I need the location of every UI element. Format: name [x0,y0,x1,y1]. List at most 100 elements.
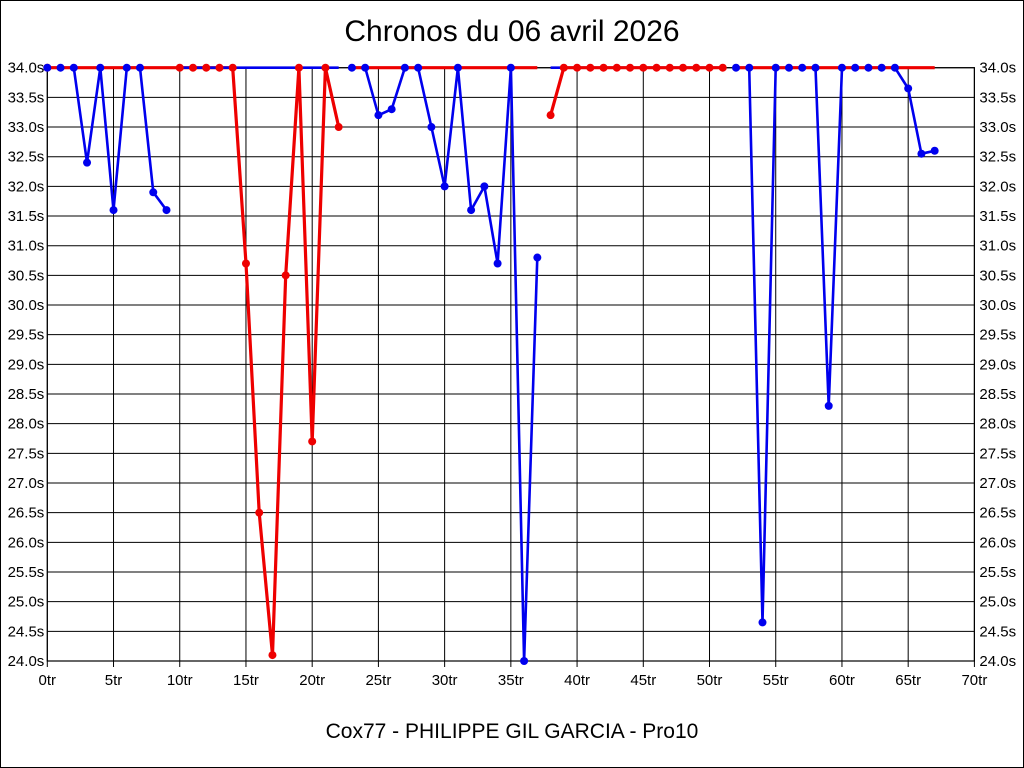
y-axis-label-left: 32.5s [8,149,45,166]
x-axis-label: 20tr [299,672,325,689]
series-blue-run-marker [387,105,396,114]
y-axis-label-right: 27.0s [979,475,1016,492]
series-blue-run-marker [136,63,145,72]
x-axis-label: 45tr [630,672,656,689]
series-red-run-marker [188,63,197,72]
y-axis-label-right: 26.5s [979,505,1016,522]
series-red-run-marker [268,651,277,660]
series-red-run-marker [559,63,568,72]
y-axis-label-left: 29.5s [8,327,45,344]
series-blue-run-marker [56,63,65,72]
series-blue-run-marker [877,63,886,72]
series-blue-run-marker [83,158,92,167]
series-blue-run-marker [347,63,356,72]
y-axis-label-right: 30.5s [979,267,1016,284]
series-red-run-marker [202,63,211,72]
series-blue-run-marker [837,63,846,72]
series-red-run-marker [308,437,317,446]
y-axis-label-left: 32.0s [8,178,45,195]
series-red-run-marker [665,63,674,72]
series-red-run-marker [573,63,582,72]
y-axis-label-right: 29.5s [979,327,1016,344]
series-blue-run-marker [400,63,409,72]
y-axis-label-right: 34.0s [979,60,1016,77]
series-blue-run-marker [149,188,158,197]
x-axis-label: 30tr [432,672,458,689]
y-axis-label-left: 33.5s [8,89,45,106]
series-blue-run-marker [732,63,741,72]
series-red-run-marker [321,63,330,72]
x-axis-label: 35tr [498,672,524,689]
series-red-run-marker [241,259,250,268]
y-axis-label-left: 25.5s [8,564,45,581]
y-axis-label-right: 28.5s [979,386,1016,403]
series-blue-run-marker [851,63,860,72]
series-red-run-marker [612,63,621,72]
x-axis-label: 0tr [39,672,57,689]
series-red-run-marker [334,123,343,132]
y-axis-label-left: 29.0s [8,356,45,373]
y-axis-label-left: 34.0s [8,60,45,77]
series-blue-run-marker [824,401,833,410]
y-axis-label-right: 25.5s [979,564,1016,581]
y-axis-label-left: 26.0s [8,534,45,551]
y-axis-label-right: 31.5s [979,208,1016,225]
series-blue-run-marker [917,149,926,158]
series-red-run-line [549,66,723,116]
series-blue-run-marker [864,63,873,72]
series-red-run-marker [215,63,224,72]
x-axis-label: 5tr [105,672,123,689]
series-red-run-marker [175,63,184,72]
series-red-run-marker [255,508,264,517]
y-axis-label-right: 26.0s [979,534,1016,551]
y-axis-label-left: 28.5s [8,386,45,403]
series-blue-run-marker [890,63,899,72]
y-axis-label-right: 29.0s [979,356,1016,373]
series-blue-run-marker [467,206,476,215]
y-axis-label-left: 25.0s [8,594,45,611]
series-blue-run-marker [361,63,370,72]
series-blue-run-marker [440,182,449,191]
y-axis-label-right: 28.0s [979,416,1016,433]
y-axis-label-left: 30.5s [8,267,45,284]
series-blue-run-marker [453,63,462,72]
series-blue-run-marker [811,63,820,72]
y-axis-label-left: 31.5s [8,208,45,225]
y-axis-label-right: 31.0s [979,238,1016,255]
y-axis-label-left: 27.5s [8,445,45,462]
y-axis-label-left: 24.0s [8,653,45,670]
x-axis-label: 15tr [233,672,259,689]
y-axis-label-right: 32.5s [979,149,1016,166]
series-red-run-marker [626,63,635,72]
x-axis-label: 55tr [763,672,789,689]
y-axis-label-right: 25.0s [979,594,1016,611]
series-red-run-marker [599,63,608,72]
series-red-run-marker [546,111,555,120]
y-axis-label-left: 27.0s [8,475,45,492]
series-blue-run-marker [745,63,754,72]
series-blue-run-marker [96,63,105,72]
x-axis-label: 70tr [961,672,987,689]
y-axis-label-left: 28.0s [8,416,45,433]
series-red-run-marker [639,63,648,72]
series-blue-run-marker [520,657,529,665]
series-blue-run-marker [533,253,542,262]
series-blue-run-marker [506,63,515,72]
series-red-run-marker [281,271,290,280]
chart-footer: Cox77 - PHILIPPE GIL GARCIA - Pro10 [325,720,699,743]
series-blue-run-marker [69,63,78,72]
y-axis-label-left: 31.0s [8,238,45,255]
series-blue-run-marker [784,63,793,72]
y-axis-label-right: 27.5s [979,445,1016,462]
series-blue-run-line [47,66,168,212]
series-blue-run-marker [162,206,171,215]
series-blue-run-marker [374,111,383,120]
series-blue-run-marker [109,206,118,215]
x-axis-label: 25tr [365,672,391,689]
x-axis-label: 40tr [564,672,590,689]
x-axis-label: 10tr [167,672,193,689]
series-blue-run-marker [771,63,780,72]
series-blue-run-line [736,66,935,624]
